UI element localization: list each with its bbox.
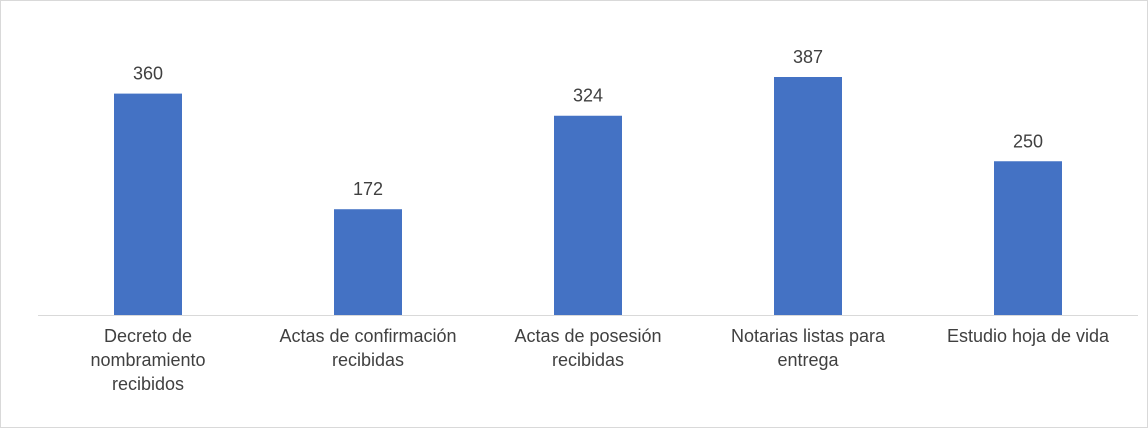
data-label: 324 <box>573 86 603 106</box>
data-label: 360 <box>133 64 163 84</box>
bar <box>114 93 182 316</box>
x-tick-label: Notarias listas para entrega <box>730 326 886 370</box>
data-label: 387 <box>793 47 823 67</box>
x-tick-label: Actas de posesión recibidas <box>514 326 662 370</box>
bar <box>554 115 622 315</box>
x-tick-label: Decreto de nombramiento recibidos <box>90 326 206 394</box>
data-label: 250 <box>1013 131 1043 151</box>
data-label: 172 <box>353 179 383 199</box>
bar <box>334 209 402 315</box>
bar <box>994 161 1062 315</box>
x-tick-label: Actas de confirmación recibidas <box>279 326 457 370</box>
x-tick-label: Estudio hoja de vida <box>946 326 1110 346</box>
bar <box>774 77 842 315</box>
